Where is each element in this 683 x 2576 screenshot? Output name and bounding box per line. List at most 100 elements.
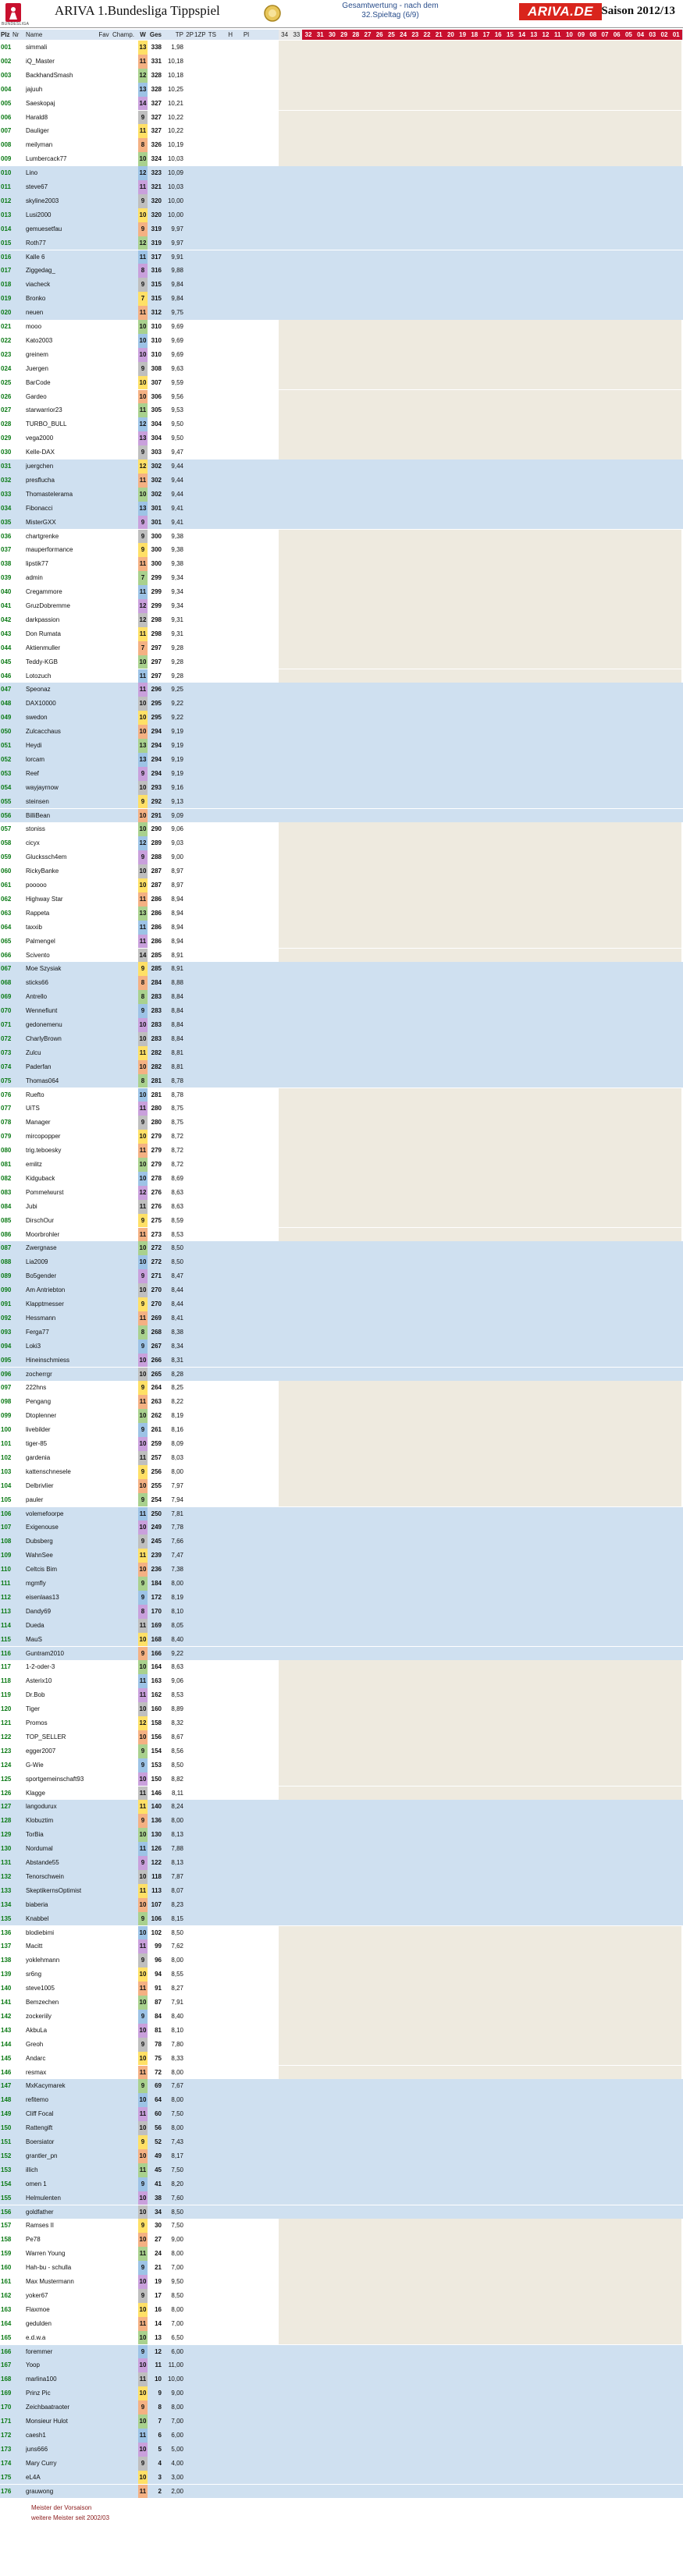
player-name[interactable]: Abstande55: [26, 1859, 59, 1866]
player-name[interactable]: mauperformance: [26, 546, 73, 554]
table-row[interactable]: 103 kattenschnesele 9 256 8,00: [0, 1464, 683, 1479]
player-name[interactable]: Reef: [26, 769, 39, 777]
player-name[interactable]: pooooo: [26, 882, 47, 889]
player-name[interactable]: Pe78: [26, 2236, 41, 2244]
table-row[interactable]: 136 blodiebimi 10 102 8,50: [0, 1925, 683, 1940]
player-name[interactable]: goldfather: [26, 2208, 54, 2216]
ariva-logo[interactable]: ARIVA.DE: [519, 3, 602, 20]
player-name[interactable]: Moorbrohler: [26, 1230, 60, 1238]
table-row[interactable]: 042 darkpassion 12 298 9,31: [0, 612, 683, 627]
player-name[interactable]: 1-2-oder-3: [26, 1663, 55, 1671]
table-row[interactable]: 098 Pengang 11 263 8,22: [0, 1395, 683, 1410]
table-row[interactable]: 063 Rappeta 13 286 8,94: [0, 906, 683, 921]
table-row[interactable]: 158 Pe78 10 27 9,00: [0, 2233, 683, 2248]
player-name[interactable]: Lino: [26, 169, 38, 177]
table-row[interactable]: 030 Kelle-DAX 9 303 9,47: [0, 445, 683, 459]
player-name[interactable]: DirschOur: [26, 1216, 55, 1224]
table-row[interactable]: 133 SkeptikernsOptimist 11 113 8,07: [0, 1883, 683, 1898]
player-name[interactable]: Macitt: [26, 1943, 43, 1950]
player-name[interactable]: steve67: [26, 183, 48, 190]
table-row[interactable]: 037 mauperformance 9 300 9,38: [0, 543, 683, 558]
player-name[interactable]: Cregammore: [26, 588, 62, 596]
player-name[interactable]: presflucha: [26, 476, 55, 484]
table-row[interactable]: 166 foremmer 9 12 6,00: [0, 2344, 683, 2359]
player-name[interactable]: Lusi2000: [26, 211, 52, 218]
table-row[interactable]: 018 viacheck 9 315 9,84: [0, 278, 683, 293]
player-name[interactable]: Nordumal: [26, 1845, 53, 1853]
player-name[interactable]: biaberia: [26, 1900, 48, 1908]
table-row[interactable]: 106 volemefoorpe 11 250 7,81: [0, 1506, 683, 1521]
table-row[interactable]: 048 DAX10000 10 295 9,22: [0, 697, 683, 711]
player-name[interactable]: Dr.Bob: [26, 1691, 45, 1699]
player-name[interactable]: swedon: [26, 714, 48, 722]
player-name[interactable]: starwarrior23: [26, 406, 62, 414]
table-row[interactable]: 126 Klagge 11 146 8,11: [0, 1786, 683, 1801]
table-row[interactable]: 046 Lotozuch 11 297 9,28: [0, 669, 683, 683]
player-name[interactable]: Lumbercack77: [26, 155, 67, 163]
table-row[interactable]: 153 illich 11 45 7,50: [0, 2163, 683, 2177]
table-row[interactable]: 157 Ramses II 9 30 7,50: [0, 2219, 683, 2234]
player-name[interactable]: Delbrivlier: [26, 1481, 54, 1489]
player-name[interactable]: Kidguback: [26, 1174, 55, 1182]
player-name[interactable]: sr6ng: [26, 1971, 42, 1978]
table-row[interactable]: 160 Hah-bu - schulla 9 21 7,00: [0, 2261, 683, 2275]
table-row[interactable]: 062 Highway Star 11 286 8,94: [0, 892, 683, 907]
player-name[interactable]: Knabbel: [26, 1914, 49, 1922]
player-name[interactable]: Hineinschmiess: [26, 1356, 70, 1364]
table-row[interactable]: 108 Dubsberg 9 245 7,66: [0, 1535, 683, 1549]
table-row[interactable]: 024 Juergen 9 308 9,63: [0, 361, 683, 376]
table-row[interactable]: 045 Teddy-KGB 10 297 9,28: [0, 655, 683, 669]
player-name[interactable]: mgmfly: [26, 1580, 46, 1587]
player-name[interactable]: resmax: [26, 2068, 47, 2076]
table-row[interactable]: 173 juns666 10 5 5,00: [0, 2442, 683, 2457]
table-row[interactable]: 114 Dueda 11 169 8,05: [0, 1618, 683, 1633]
table-row[interactable]: 078 Manager 9 280 8,75: [0, 1116, 683, 1130]
table-row[interactable]: 043 Don Rumata 11 298 9,31: [0, 626, 683, 641]
player-name[interactable]: Lia2009: [26, 1258, 48, 1266]
player-name[interactable]: yoklehmann: [26, 1957, 60, 1964]
table-row[interactable]: 115 MauS 10 168 8,40: [0, 1632, 683, 1647]
table-row[interactable]: 036 chartgrenke 9 300 9,38: [0, 529, 683, 544]
player-name[interactable]: tiger-85: [26, 1440, 48, 1447]
table-row[interactable]: 085 DirschOur 9 275 8,59: [0, 1213, 683, 1228]
player-name[interactable]: Exigenouse: [26, 1524, 59, 1531]
table-row[interactable]: 055 steinsen 9 292 9,13: [0, 794, 683, 809]
player-name[interactable]: sticks66: [26, 979, 48, 987]
player-name[interactable]: Pommelwurst: [26, 1188, 64, 1196]
table-row[interactable]: 077 UiTS 11 280 8,75: [0, 1102, 683, 1116]
player-name[interactable]: Thomastelerama: [26, 490, 73, 498]
table-row[interactable]: 127 langodurux 11 140 8,24: [0, 1800, 683, 1815]
player-name[interactable]: Rappeta: [26, 909, 50, 917]
table-row[interactable]: 175 eL4A 10 3 3,00: [0, 2470, 683, 2485]
table-row[interactable]: 056 BilliBean 10 291 9,09: [0, 808, 683, 823]
table-row[interactable]: 131 Abstande55 9 122 8,13: [0, 1856, 683, 1870]
table-row[interactable]: 147 MxKacymarek 9 69 7,67: [0, 2079, 683, 2094]
player-name[interactable]: TOP_SELLER: [26, 1733, 66, 1740]
table-row[interactable]: 112 eisenlaas13 9 172 8,19: [0, 1590, 683, 1605]
table-row[interactable]: 119 Dr.Bob 11 162 8,53: [0, 1688, 683, 1703]
table-row[interactable]: 146 resmax 11 72 8,00: [0, 2065, 683, 2080]
table-row[interactable]: 008 meilyman 8 326 10,19: [0, 138, 683, 153]
table-row[interactable]: 073 Zulcu 11 282 8,81: [0, 1045, 683, 1060]
table-row[interactable]: 144 Greoh 9 78 7,80: [0, 2037, 683, 2052]
player-name[interactable]: Palmengel: [26, 937, 55, 945]
table-row[interactable]: 141 Bemzechen 10 87 7,91: [0, 1996, 683, 2010]
table-row[interactable]: 084 Jubi 11 276 8,63: [0, 1199, 683, 1214]
player-name[interactable]: Helmulenten: [26, 2194, 61, 2202]
table-row[interactable]: 009 Lumbercack77 10 324 10,03: [0, 152, 683, 167]
player-name[interactable]: Tenorschwein: [26, 1872, 64, 1880]
player-name[interactable]: Jubi: [26, 1202, 37, 1210]
table-row[interactable]: 096 zocherrgr 10 265 8,28: [0, 1367, 683, 1382]
player-name[interactable]: Kato2003: [26, 336, 53, 344]
table-row[interactable]: 025 BarCode 10 307 9,59: [0, 375, 683, 390]
table-row[interactable]: 049 swedon 10 295 9,22: [0, 711, 683, 726]
player-name[interactable]: Klagge: [26, 1789, 45, 1797]
player-name[interactable]: Mary Curry: [26, 2459, 57, 2467]
player-name[interactable]: stoniss: [26, 825, 45, 833]
player-name[interactable]: Boersiator: [26, 2138, 55, 2145]
table-row[interactable]: 122 TOP_SELLER 10 156 8,67: [0, 1730, 683, 1744]
player-name[interactable]: Celtcis Bim: [26, 1566, 58, 1574]
player-name[interactable]: Zulcacchaus: [26, 728, 61, 736]
player-name[interactable]: emlitz: [26, 1161, 42, 1168]
table-row[interactable]: 010 Lino 12 323 10,09: [0, 166, 683, 180]
